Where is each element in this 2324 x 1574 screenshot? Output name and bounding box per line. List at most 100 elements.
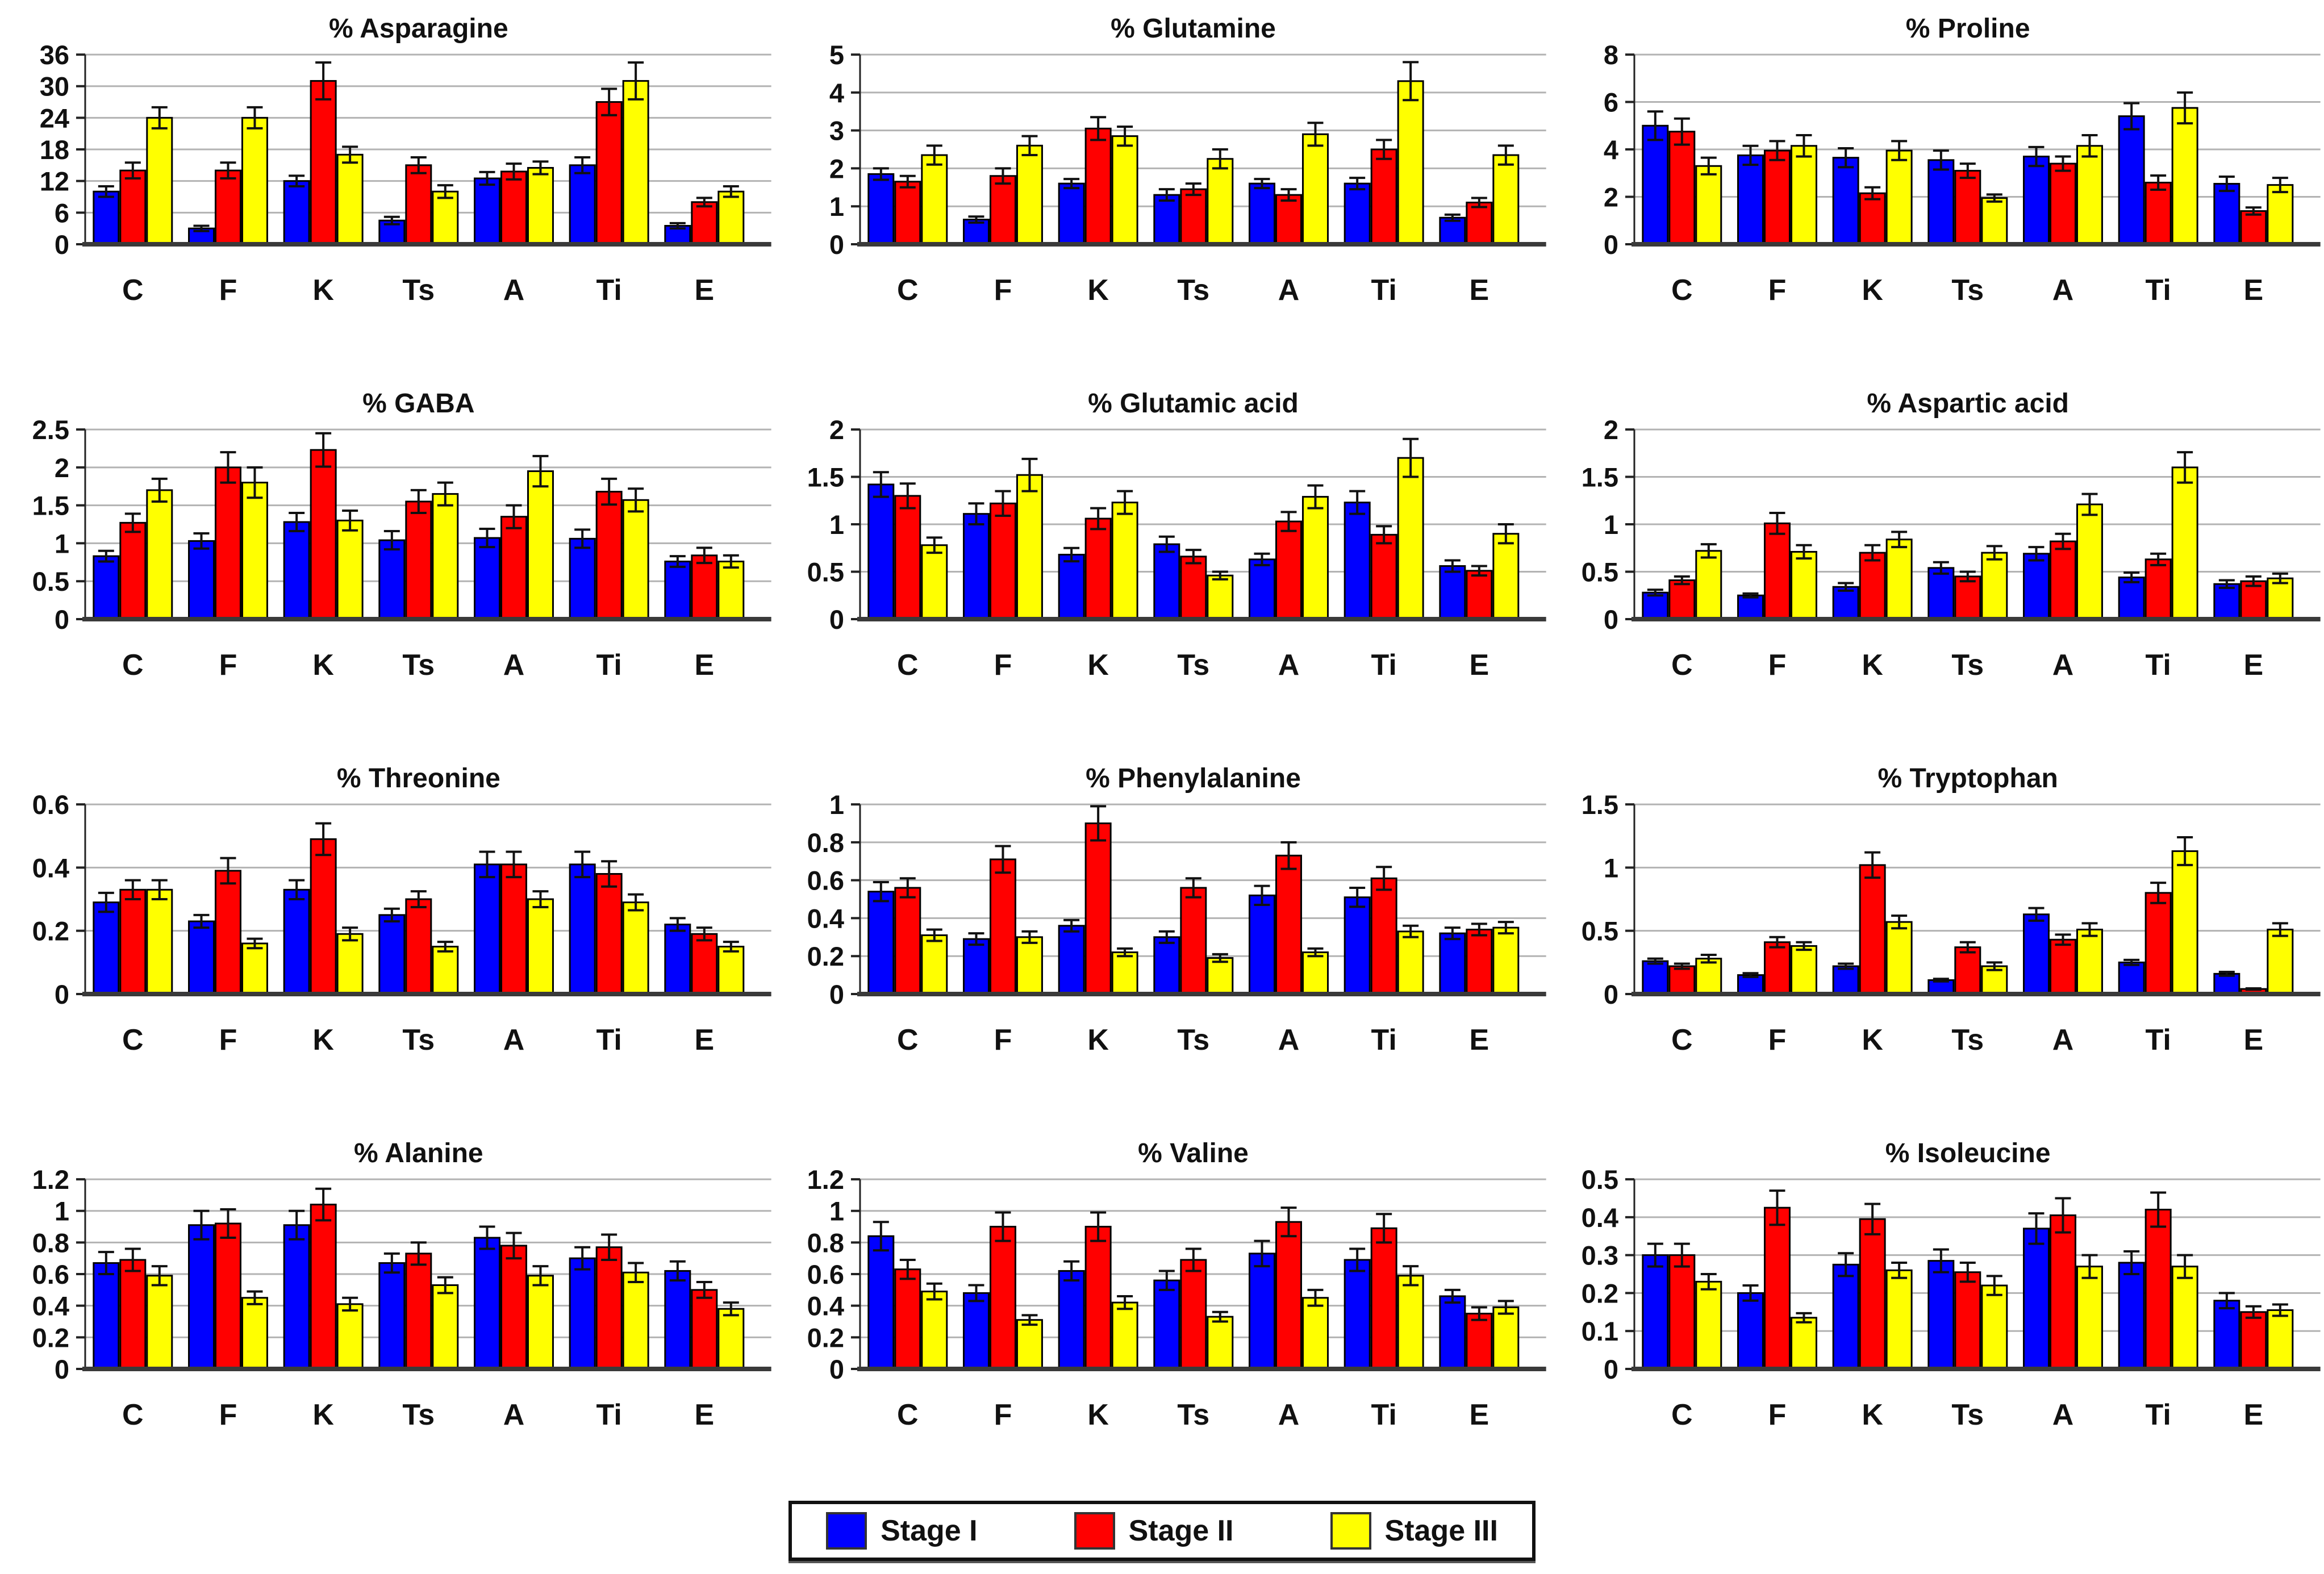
x-tick-label: C	[897, 1024, 919, 1057]
y-tick-label: 0.6	[32, 1259, 69, 1289]
x-tick-label: K	[1862, 1398, 1884, 1431]
bar	[283, 521, 310, 620]
bar	[1111, 502, 1138, 620]
bar	[1885, 538, 1913, 620]
bar	[1466, 1313, 1492, 1370]
bar	[1248, 182, 1275, 245]
bar	[214, 870, 241, 995]
x-tick-label: E	[2244, 649, 2264, 682]
chart-gaba: % GABA 0 0.5 1 1.5 2 2.5 C F K Ts A Ti E	[0, 375, 775, 750]
legend-item-stage2: Stage II	[1074, 1512, 1234, 1550]
legend-label: Stage II	[1128, 1514, 1234, 1547]
bar	[1301, 951, 1329, 995]
x-tick-label: Ts	[1177, 649, 1209, 682]
y-tick-label: 1.5	[1582, 794, 1618, 820]
bar	[1344, 182, 1371, 245]
chart-title: % GABA	[362, 389, 475, 419]
x-tick-label: A	[1278, 1398, 1299, 1431]
bar	[1206, 957, 1233, 995]
bar	[867, 483, 894, 620]
x-tick-label: Ti	[596, 274, 622, 307]
bar	[1695, 550, 1722, 620]
y-tick-label: 0.4	[807, 1291, 844, 1321]
y-tick-label: 4	[1604, 135, 1618, 165]
bar	[2267, 577, 2294, 620]
bar	[527, 470, 554, 620]
bar	[1859, 192, 1886, 245]
x-tick-label: F	[994, 274, 1012, 307]
bar	[1668, 131, 1696, 245]
bar	[405, 898, 432, 995]
bar	[336, 933, 364, 995]
bar	[894, 887, 921, 995]
y-tick-label: 2	[1604, 182, 1618, 212]
x-tick-label: Ts	[1952, 274, 1984, 307]
y-tick-label: 0.5	[807, 557, 844, 587]
x-tick-label: Ts	[1177, 1398, 1209, 1431]
bar	[1248, 1252, 1275, 1370]
bar	[1058, 1270, 1085, 1370]
y-tick-label: 0	[829, 604, 844, 634]
y-tick-label: 12	[40, 166, 69, 197]
bar	[1275, 1221, 1302, 1370]
bar	[1642, 1254, 1669, 1370]
bar	[1058, 182, 1085, 245]
bar	[1084, 822, 1112, 995]
x-tick-label: F	[994, 1398, 1012, 1431]
bar	[378, 1262, 406, 1370]
y-tick-label: 0.5	[32, 566, 69, 596]
bar	[1275, 194, 1302, 245]
bar	[1954, 1271, 1981, 1370]
bar	[717, 190, 745, 245]
y-tick-label: 0.8	[807, 828, 844, 858]
bar	[1668, 579, 1696, 620]
x-tick-label: K	[312, 274, 334, 307]
bar	[664, 924, 691, 995]
bar	[283, 1224, 310, 1370]
x-tick-label: Ts	[402, 1398, 435, 1431]
chart-aspartic-acid: % Aspartic acid 0 0.5 1 1.5 2 C F K Ts A Ti E	[1549, 375, 2324, 750]
bar	[405, 1252, 432, 1370]
x-tick-label: Ts	[1177, 274, 1209, 307]
bar	[1111, 135, 1138, 245]
bar	[2144, 1208, 2172, 1370]
x-tick-label: K	[1862, 649, 1884, 682]
x-tick-label: E	[2244, 1024, 2264, 1057]
bar	[1397, 457, 1424, 620]
y-tick-label: 1	[1604, 853, 1618, 883]
y-tick-label: 0.2	[807, 1322, 844, 1352]
bar	[1016, 474, 1043, 620]
bar	[2213, 183, 2240, 245]
y-tick-label: 0	[55, 604, 69, 634]
chart-title: % Valine	[1138, 1138, 1249, 1168]
bar	[1954, 170, 1981, 245]
bar	[500, 516, 527, 620]
bar	[595, 1246, 623, 1370]
chart-isoleucine: % Isoleucine 0 0.1 0.2 0.3 0.4 0.5 C F K Ts A Ti E	[1549, 1125, 2324, 1500]
bar	[1084, 1226, 1112, 1370]
bar	[1492, 533, 1519, 620]
x-tick-label: Ti	[2146, 649, 2171, 682]
charts-grid: % Asparagine 0 6 12 18 24 30 36 C F K Ts A Ti E % Glu…	[0, 14, 2324, 1500]
bar	[432, 493, 459, 620]
bar	[691, 1289, 718, 1370]
bar-plot: 00.20.40.60.811.2 C F K Ts A Ti E	[32, 1169, 771, 1431]
y-tick-label: 1	[55, 528, 69, 558]
x-tick-label: F	[994, 1024, 1012, 1057]
bar	[1206, 158, 1233, 245]
bar	[2050, 938, 2077, 995]
chart-threonine: % Threonine 0 0.2 0.4 0.6 C F K Ts A Ti E	[0, 750, 775, 1125]
bar	[920, 1291, 948, 1370]
bar	[1737, 1292, 1764, 1370]
y-tick-label: 0	[1604, 1354, 1618, 1384]
bar	[2076, 145, 2104, 245]
bar	[2267, 184, 2294, 245]
bar	[1153, 543, 1180, 620]
bar	[283, 888, 310, 995]
bar	[310, 449, 337, 620]
bar-plot: 0 1 2 3 4 5 C F K Ts A Ti E	[829, 44, 1546, 307]
bar	[1397, 1275, 1424, 1370]
bar	[1179, 1259, 1207, 1370]
bar	[622, 499, 649, 620]
bar	[1275, 520, 1302, 620]
